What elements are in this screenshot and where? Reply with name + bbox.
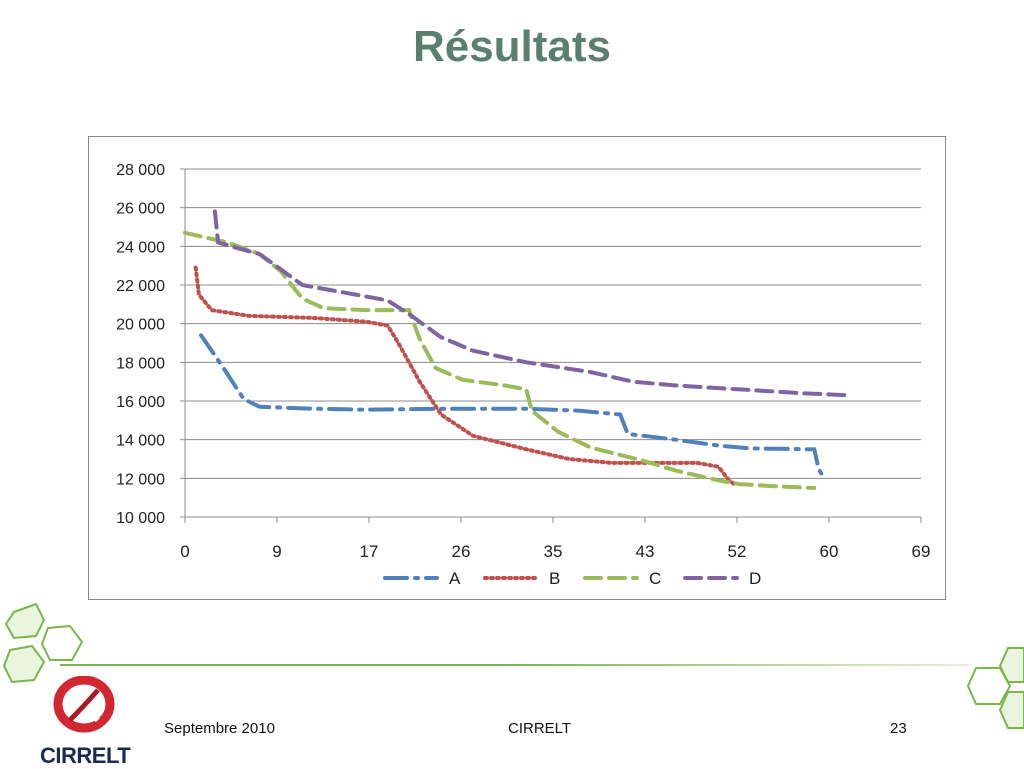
series-line-b [193,265,737,487]
logo-mark-icon [53,675,115,733]
green-rule-left [60,664,500,666]
cirrelt-logo: CIRRELT [40,675,132,768]
x-tick-label: 17 [360,542,379,561]
hexagon-shape [4,602,46,640]
y-tick-label: 28 000 [116,162,165,179]
y-tick-label: 12 000 [116,471,165,488]
x-tick-labels: 0 9 17 26 35 43 52 60 69 [180,542,930,561]
x-tick-label: 9 [272,542,281,561]
x-tick-label: 52 [728,542,747,561]
legend: A B C D [383,569,761,588]
legend-label: C [649,569,661,588]
hexagon-decoration-left [2,602,84,684]
y-tick-label: 18 000 [116,355,165,372]
series-line-c [183,230,817,490]
series-line-d [212,209,849,398]
hexagon-shape [998,691,1024,729]
slide-title: Résultats [412,22,612,71]
footer-date: Septembre 2010 [164,720,275,737]
hexagon-shape [40,624,84,661]
line-chart: 10 000 12 000 14 000 16 000 18 000 20 000 22 0… [116,162,930,588]
legend-label: B [549,569,560,588]
y-tick-label: 14 000 [116,433,165,450]
y-tick-label: 22 000 [116,278,165,295]
series-lines [183,209,849,490]
y-tick-label: 10 000 [116,510,165,527]
hexagon-shape [966,667,1012,705]
page-number: 23 [890,720,907,737]
y-tick-label: 26 000 [116,201,165,218]
chart-container: 10 000 12 000 14 000 16 000 18 000 20 000 22 0… [88,136,946,600]
footer-organization: CIRRELT [508,720,572,737]
x-tick-label: 69 [912,542,931,561]
green-rule-right [500,664,970,666]
x-tick-label: 60 [820,542,839,561]
hexagon-decoration-right [966,647,1024,729]
legend-label: A [449,569,461,588]
series-line-a [199,333,827,483]
legend-label: D [749,569,761,588]
y-tick-label: 16 000 [116,394,165,411]
y-tick-label: 20 000 [116,317,165,334]
y-tick-label: 24 000 [116,239,165,256]
y-tick-labels: 10 000 12 000 14 000 16 000 18 000 20 000 22 0… [116,162,165,527]
hexagon-shape [998,647,1024,683]
logo-wordmark: CIRRELT [40,743,131,768]
x-tick-label: 43 [636,542,655,561]
gridlines [185,168,921,479]
x-tick-label: 0 [180,542,189,561]
x-tick-label: 35 [544,542,563,561]
axes [180,168,922,523]
hexagon-shape [2,644,46,684]
x-tick-label: 26 [452,542,471,561]
